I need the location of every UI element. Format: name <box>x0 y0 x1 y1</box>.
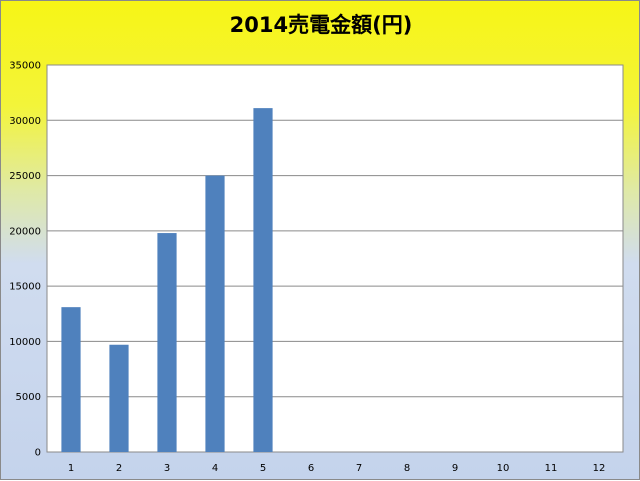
bar-5 <box>253 108 273 452</box>
plot-area <box>46 64 624 453</box>
bar-4 <box>205 175 225 453</box>
y-tick-label: 30000 <box>9 116 41 127</box>
x-tick-label: 2 <box>116 463 122 474</box>
y-tick-label: 15000 <box>9 282 41 293</box>
x-axis: 1 2 3 4 5 6 7 8 9 10 11 12 <box>68 463 606 474</box>
x-tick-label: 7 <box>356 463 362 474</box>
x-tick-label: 12 <box>593 463 606 474</box>
bar-layer <box>61 108 273 453</box>
y-tick-label: 0 <box>35 448 41 459</box>
x-tick-label: 9 <box>452 463 458 474</box>
x-tick-label: 3 <box>164 463 170 474</box>
x-tick-label: 11 <box>545 463 558 474</box>
x-tick-label: 10 <box>497 463 510 474</box>
y-tick-label: 35000 <box>9 61 41 72</box>
x-tick-label: 6 <box>308 463 314 474</box>
y-tick-label: 10000 <box>9 337 41 348</box>
y-tick-label: 25000 <box>9 171 41 182</box>
bar-2 <box>109 344 129 452</box>
bar-1 <box>61 307 81 452</box>
chart-title: 2014売電金額(円) <box>229 13 413 37</box>
x-tick-label: 5 <box>260 463 266 474</box>
bar-3 <box>157 233 177 452</box>
y-tick-label: 5000 <box>16 392 41 403</box>
y-axis: 0 5000 10000 15000 20000 25000 30000 35000 <box>9 61 41 459</box>
grid-layer <box>47 119 623 398</box>
x-tick-label: 1 <box>68 463 74 474</box>
x-tick-label: 4 <box>212 463 218 474</box>
x-tick-label: 8 <box>404 463 410 474</box>
y-tick-label: 20000 <box>9 226 41 237</box>
